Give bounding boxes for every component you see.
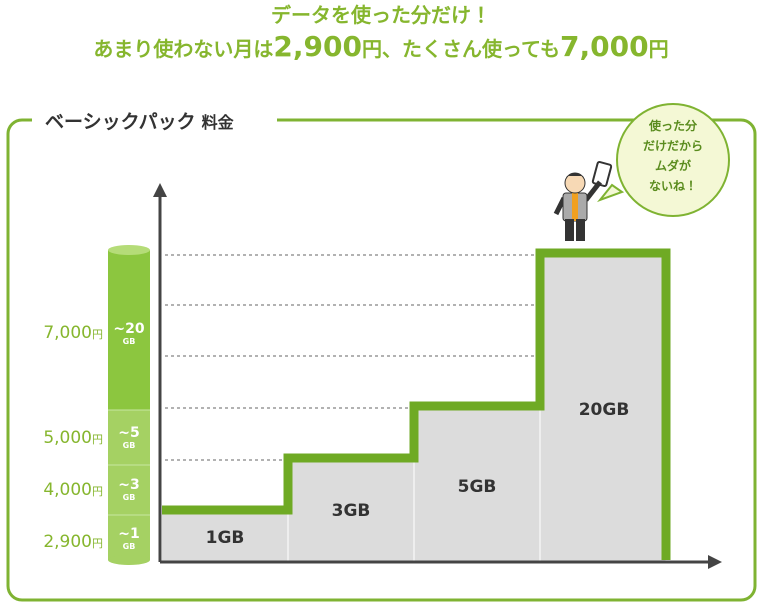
cyl-band [108,250,150,410]
title-main: ベーシックパック [45,111,196,133]
step-labels: 1GB 3GB 5GB 20GB [206,400,630,548]
tie [572,193,578,221]
price-unit: 円 [92,485,103,498]
cyl-band [108,410,150,465]
tier-unit: GB [123,337,136,346]
title-suffix: 料金 [202,113,235,132]
tier-unit: GB [123,441,136,450]
step-label: 20GB [579,400,630,420]
header-text: あまり使わない月は [93,37,273,61]
cyl-band [108,465,150,515]
tier-limit: ~20 [113,321,144,337]
bubble-tail [596,183,625,203]
tier-limit: ~1 [118,526,139,542]
cyl-bottom [108,555,150,565]
header-text: 円、たくさん使っても [362,37,560,61]
axes [158,195,712,564]
header-price: 7,000 [560,30,649,63]
price: 5,000円 [43,428,103,448]
leg [565,219,574,241]
price-unit: 円 [92,328,103,341]
bubble-line: 使った分 [648,118,698,133]
price: 2,900円 [43,532,103,552]
step-fills [162,252,667,563]
staircase [162,248,671,560]
price-amount: 4,000 [43,480,92,500]
header-text: 円 [649,37,669,61]
tier-unit: GB [123,493,136,502]
hair [565,173,585,180]
guides [165,254,540,461]
bubble-line: だけだから [643,139,703,153]
price-amount: 2,900 [43,532,92,552]
arrow-right [708,555,722,569]
step-fill [539,252,667,563]
cyl-band [108,515,150,560]
header-line1: データを使った分だけ！ [271,3,491,27]
bubble-line: ムダが [655,158,691,173]
panel [6,118,757,602]
price: 7,000円 [43,323,103,343]
price-amount: 5,000 [43,428,92,448]
header-line2: あまり使わない月は2,900円、たくさん使っても7,000円 [93,30,668,63]
cyl-top [108,245,150,255]
person [553,161,613,241]
arm [584,180,602,202]
tier-labels: ~20 GB ~5 GB ~3 GB ~1 GB [113,321,144,551]
header-price: 2,900 [273,30,362,63]
price: 4,000円 [43,480,103,500]
tier-limit: ~5 [118,425,139,441]
step-fill [287,457,415,563]
section-title: ベーシックパック 料金 [45,111,235,133]
leg [576,219,585,241]
step-fill [162,510,288,562]
title-bg [32,106,277,134]
tier-limit: ~3 [118,477,139,493]
step-label: 5GB [458,477,497,497]
bubble-text: 使った分 だけだから ムダが ないね！ [643,118,703,193]
price-amount: 7,000 [43,323,92,343]
price-unit: 円 [92,433,103,446]
step-label: 1GB [206,528,245,548]
price-labels: 7,000円 5,000円 4,000円 2,900円 [43,323,103,552]
cylinder [108,245,150,565]
bubble [616,103,730,217]
arrow-up [153,183,167,197]
price-unit: 円 [92,537,103,550]
phone [591,161,613,187]
bubble-line: ないね！ [649,179,697,193]
step-label: 3GB [332,501,371,521]
tier-unit: GB [123,542,136,551]
